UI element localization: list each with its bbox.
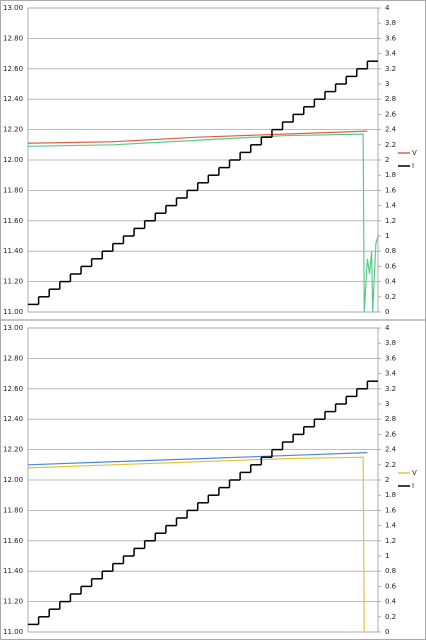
- y-tick-label: 12.40: [3, 415, 23, 423]
- y-tick-label: 12.60: [3, 65, 23, 73]
- y-tick-label: 11.80: [3, 186, 23, 194]
- y2-tick-label: 0.2: [385, 613, 396, 621]
- y2-tick-label: 2.4: [385, 126, 397, 134]
- y-tick-label: 12.80: [3, 34, 23, 42]
- y2-tick-label: 1.2: [385, 217, 396, 225]
- y2-tick-label: 0.4: [385, 278, 397, 286]
- series-line: [27, 456, 365, 633]
- legend-label: I: [412, 162, 414, 170]
- y2-tick-label: 0.6: [385, 582, 397, 590]
- y2-tick-label: 0: [385, 308, 389, 316]
- y2-tick-label: 3.8: [385, 19, 396, 27]
- y-tick-label: 11.40: [3, 247, 23, 255]
- y-tick-label: 12.00: [3, 476, 23, 484]
- y-tick-label: 12.60: [3, 385, 23, 393]
- y2-tick-label: 4: [385, 324, 390, 332]
- y-tick-label: 11.00: [3, 308, 23, 316]
- y2-tick-label: 1.4: [385, 522, 397, 530]
- y2-tick-label: 2.6: [385, 110, 397, 118]
- y-tick-label: 12.00: [3, 156, 23, 164]
- y2-tick-label: 2: [385, 476, 389, 484]
- chart: 11.0011.2011.4011.6011.8012.0012.2012.40…: [3, 324, 417, 636]
- y2-tick-label: 1.8: [385, 491, 396, 499]
- y-tick-label: 12.40: [3, 95, 23, 103]
- y2-tick-label: 3.2: [385, 65, 396, 73]
- y2-tick-label: 0.4: [385, 598, 397, 606]
- legend-label: I: [412, 482, 414, 490]
- y2-tick-label: 0.8: [385, 247, 396, 255]
- y2-tick-label: 0: [385, 628, 389, 636]
- y2-tick-label: 2: [385, 156, 389, 164]
- series-line: [27, 452, 368, 466]
- y-tick-label: 13.00: [3, 324, 23, 332]
- y-tick-label: 11.60: [3, 217, 23, 225]
- y2-tick-label: 3: [385, 80, 389, 88]
- y-tick-label: 12.20: [3, 446, 23, 454]
- y2-tick-label: 2.6: [385, 430, 397, 438]
- y2-tick-label: 4: [385, 4, 390, 12]
- y2-tick-label: 1.6: [385, 506, 397, 514]
- y-tick-label: 12.20: [3, 126, 23, 134]
- y2-tick-label: 1.8: [385, 171, 396, 179]
- y-tick-label: 11.80: [3, 506, 23, 514]
- y2-tick-label: 3.8: [385, 339, 396, 347]
- y-tick-label: 11.20: [3, 598, 23, 606]
- y2-tick-label: 1.4: [385, 202, 397, 210]
- y2-tick-label: 3: [385, 400, 389, 408]
- y2-tick-label: 2.4: [385, 446, 397, 454]
- y-tick-label: 13.00: [3, 4, 23, 12]
- y-tick-label: 12.80: [3, 354, 23, 362]
- y2-tick-label: 0.2: [385, 293, 396, 301]
- y2-tick-label: 2.2: [385, 461, 396, 469]
- y-tick-label: 11.00: [3, 628, 23, 636]
- series-line: [27, 133, 379, 313]
- y2-tick-label: 3.6: [385, 34, 397, 42]
- y2-tick-label: 3.4: [385, 50, 397, 58]
- y2-tick-label: 2.8: [385, 415, 396, 423]
- y2-tick-label: 1: [385, 232, 389, 240]
- y2-tick-label: 1.2: [385, 537, 396, 545]
- y2-tick-label: 1: [385, 552, 389, 560]
- y-tick-label: 11.60: [3, 537, 23, 545]
- legend-label: V: [412, 469, 417, 477]
- y2-tick-label: 2.2: [385, 141, 396, 149]
- y-tick-label: 11.40: [3, 567, 23, 575]
- chart: 11.0011.2011.4011.6011.8012.0012.2012.40…: [3, 4, 417, 316]
- legend-label: V: [412, 149, 417, 157]
- y2-tick-label: 3.4: [385, 370, 397, 378]
- series-line: [27, 130, 368, 144]
- y2-tick-label: 1.6: [385, 186, 397, 194]
- y2-tick-label: 0.8: [385, 567, 396, 575]
- y-tick-label: 11.20: [3, 278, 23, 286]
- y2-tick-label: 3.2: [385, 385, 396, 393]
- y2-tick-label: 0.6: [385, 262, 397, 270]
- y2-tick-label: 2.8: [385, 95, 396, 103]
- y2-tick-label: 3.6: [385, 354, 397, 362]
